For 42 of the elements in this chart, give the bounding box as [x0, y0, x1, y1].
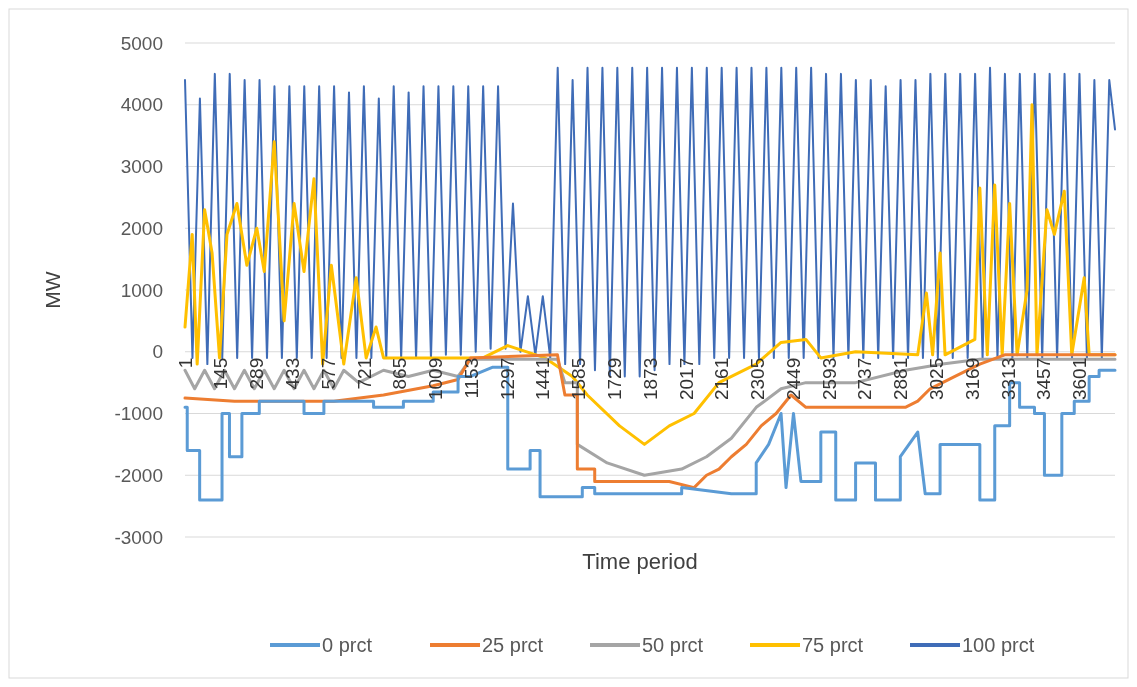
legend-label: 0 prct — [322, 634, 373, 656]
x-tick-label: 1 — [174, 357, 196, 369]
x-tick-label: 3601 — [1069, 357, 1091, 401]
x-tick-label: 2161 — [711, 357, 733, 401]
y-tick-label: 3000 — [120, 156, 163, 178]
x-axis-title: Time period — [582, 549, 698, 574]
x-tick-label: 1729 — [604, 357, 625, 401]
x-tick-label: 2881 — [890, 357, 912, 401]
x-tick-label: 1009 — [425, 357, 447, 401]
x-tick-label: 865 — [389, 357, 411, 390]
x-tick-label: 289 — [246, 357, 268, 390]
legend-label: 100 prct — [962, 634, 1035, 656]
x-tick-label: 145 — [210, 357, 232, 390]
x-tick-label: 721 — [353, 357, 375, 390]
legend-label: 50 prct — [642, 634, 704, 656]
x-tick-label: 3169 — [961, 357, 983, 401]
x-tick-label: 2017 — [675, 357, 697, 401]
x-tick-label: 3313 — [997, 357, 1019, 401]
y-axis-title: MW — [41, 271, 64, 309]
x-tick-label: 433 — [281, 357, 303, 390]
x-tick-label: 1297 — [496, 357, 518, 401]
x-tick-label: 3457 — [1033, 357, 1055, 401]
y-tick-label: -1000 — [114, 403, 163, 425]
y-tick-label: 1000 — [120, 279, 163, 301]
x-tick-label: 3025 — [926, 357, 947, 401]
x-tick-label: 2305 — [747, 357, 769, 401]
x-tick-label: 2449 — [782, 357, 804, 401]
x-tick-label: 1153 — [460, 357, 482, 399]
legend-label: 75 prct — [802, 634, 864, 656]
x-tick-label: 1585 — [568, 357, 590, 401]
legend-label: 25 prct — [482, 634, 544, 656]
x-tick-label: 577 — [317, 357, 339, 390]
y-tick-label: -2000 — [114, 464, 163, 486]
x-tick-label: 2593 — [818, 357, 840, 401]
x-tick-label: 1441 — [532, 357, 554, 401]
y-tick-label: 4000 — [120, 94, 163, 116]
y-tick-label: 2000 — [120, 217, 163, 239]
y-tick-label: 0 — [152, 341, 163, 363]
y-tick-label: 5000 — [120, 32, 163, 54]
x-tick-label: 2737 — [854, 357, 876, 401]
y-tick-label: -3000 — [114, 526, 163, 548]
x-tick-label: 1873 — [639, 357, 661, 401]
